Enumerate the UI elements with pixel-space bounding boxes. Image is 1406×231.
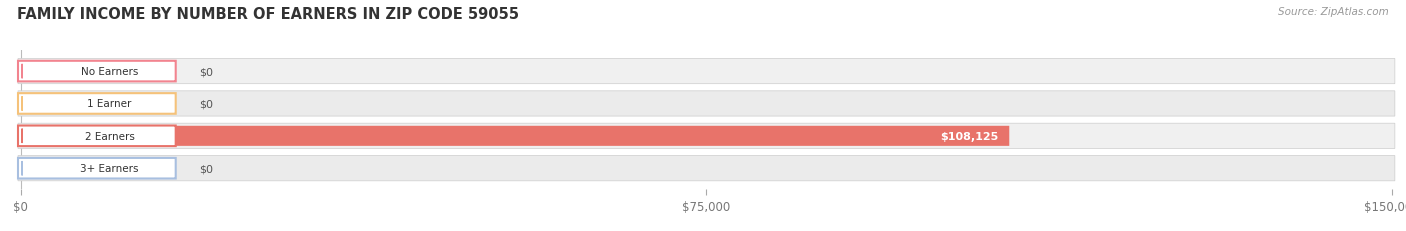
FancyBboxPatch shape — [18, 61, 176, 82]
Text: $0: $0 — [200, 67, 214, 77]
Text: $108,125: $108,125 — [941, 131, 998, 141]
Text: No Earners: No Earners — [80, 67, 138, 77]
FancyBboxPatch shape — [18, 124, 1395, 149]
FancyBboxPatch shape — [18, 158, 176, 179]
Text: FAMILY INCOME BY NUMBER OF EARNERS IN ZIP CODE 59055: FAMILY INCOME BY NUMBER OF EARNERS IN ZI… — [17, 7, 519, 22]
FancyBboxPatch shape — [18, 156, 1395, 181]
FancyBboxPatch shape — [18, 126, 176, 146]
FancyBboxPatch shape — [18, 59, 1395, 84]
Text: $0: $0 — [200, 99, 214, 109]
FancyBboxPatch shape — [21, 126, 1010, 146]
Text: 1 Earner: 1 Earner — [87, 99, 132, 109]
Text: $0: $0 — [200, 164, 214, 173]
FancyBboxPatch shape — [18, 91, 1395, 117]
FancyBboxPatch shape — [18, 94, 176, 114]
Text: 3+ Earners: 3+ Earners — [80, 164, 139, 173]
Text: Source: ZipAtlas.com: Source: ZipAtlas.com — [1278, 7, 1389, 17]
Text: 2 Earners: 2 Earners — [84, 131, 135, 141]
